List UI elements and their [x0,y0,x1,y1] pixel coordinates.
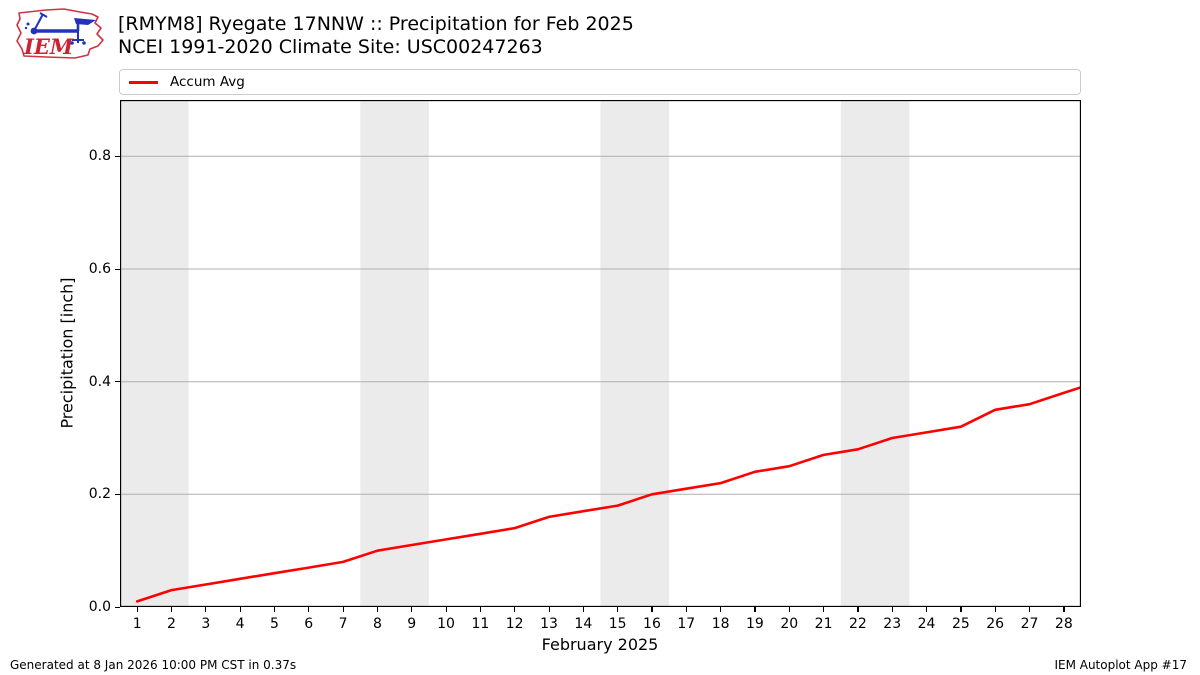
x-tick-mark [685,607,687,612]
y-tick-mark [115,493,120,496]
y-tick-label: 0.2 [88,486,111,503]
chart-title-block: [RMYM8] Ryegate 17NNW :: Precipitation f… [118,13,634,59]
x-tick-mark [857,607,859,612]
x-tick-label: 4 [235,616,245,632]
x-tick-label: 25 [951,616,970,632]
weekend-band [840,100,910,607]
x-tick-label: 24 [917,616,936,632]
generated-timestamp: Generated at 8 Jan 2026 10:00 PM CST in … [10,658,297,672]
x-tick-label: 2 [167,616,176,632]
x-tick-mark [651,607,653,612]
x-tick-label: 20 [780,616,799,632]
chart-legend: Accum Avg [119,69,1081,95]
x-tick-label: 26 [986,616,1005,632]
x-tick-mark [205,607,207,612]
weekend-band [360,100,429,607]
x-tick-mark [170,607,173,612]
x-tick-label: 18 [711,616,730,632]
x-tick-mark [582,607,585,612]
weather-vane-icon [24,12,96,45]
x-tick-label: 10 [437,616,455,632]
x-tick-mark [445,607,447,612]
x-tick-mark [720,607,722,612]
x-tick-mark [960,607,962,612]
x-tick-mark [926,607,928,612]
iem-logo-text: IEM [23,34,74,59]
y-tick-label: 0.4 [88,373,111,390]
y-tick-label: 0.6 [88,261,111,277]
x-tick-mark [548,607,550,612]
x-tick-label: 19 [746,616,764,632]
x-tick-label: 13 [540,616,558,632]
weekend-band [600,100,670,607]
weekend-band [120,100,189,607]
x-tick-mark [273,607,276,612]
precipitation-line-chart [120,100,1081,607]
x-tick-mark [617,607,619,612]
x-tick-label: 1 [132,616,142,632]
x-tick-mark [342,607,344,612]
y-tick-mark [115,381,120,383]
x-tick-label: 3 [201,616,211,632]
x-tick-mark [788,607,790,612]
x-tick-label: 11 [471,616,490,632]
x-tick-label: 16 [643,616,661,632]
x-tick-mark [1063,607,1065,612]
x-tick-label: 27 [1020,616,1039,632]
x-tick-mark [1029,607,1031,612]
app-credit: IEM Autoplot App #17 [1054,658,1187,672]
x-tick-label: 17 [677,616,696,632]
iem-logo: IEM [16,8,104,59]
legend-item-label: Accum Avg [170,74,245,90]
x-tick-label: 15 [608,616,627,632]
y-tick-mark [115,268,120,270]
x-tick-mark [514,607,516,612]
x-tick-mark [479,607,482,612]
x-tick-mark [136,607,138,612]
x-tick-label: 14 [574,616,593,632]
x-tick-mark [308,607,310,612]
y-axis-label: Precipitation [inch] [57,277,77,429]
x-tick-mark [411,607,413,612]
x-tick-label: 28 [1054,616,1073,632]
x-tick-mark [994,607,996,612]
x-tick-mark [754,607,756,612]
x-tick-mark [891,607,893,612]
x-tick-label: 8 [372,616,382,632]
x-tick-label: 7 [338,616,348,632]
y-tick-label: 0.8 [88,148,111,165]
x-tick-label: 6 [304,616,314,632]
y-tick-mark [115,606,120,608]
x-tick-label: 12 [505,616,524,632]
x-axis-label: February 2025 [541,635,659,654]
y-tick-label: 0.0 [88,599,111,615]
x-tick-label: 5 [269,616,279,632]
x-tick-mark [239,607,241,612]
legend-line-sample-icon [129,80,158,84]
y-tick-mark [115,155,120,158]
x-tick-label: 9 [407,616,417,632]
x-tick-mark [376,607,379,612]
chart-title-line1: [RMYM8] Ryegate 17NNW :: Precipitation f… [118,13,634,35]
chart-title-line2: NCEI 1991-2020 Climate Site: USC00247263 [118,36,543,58]
x-tick-label: 22 [848,616,867,632]
accum-avg-line [135,385,1081,603]
x-tick-label: 23 [883,616,902,632]
x-tick-label: 21 [814,616,833,632]
plot-frame [120,100,1081,607]
x-tick-mark [823,607,825,612]
